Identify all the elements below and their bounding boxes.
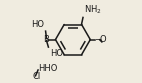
Text: HO: HO <box>31 20 44 29</box>
Text: NH$_2$: NH$_2$ <box>84 4 102 16</box>
Text: ─O: ─O <box>95 35 107 44</box>
Text: HO: HO <box>50 49 63 58</box>
Text: HHO: HHO <box>38 64 58 73</box>
Text: Cl: Cl <box>33 72 41 81</box>
Text: B: B <box>44 35 49 44</box>
